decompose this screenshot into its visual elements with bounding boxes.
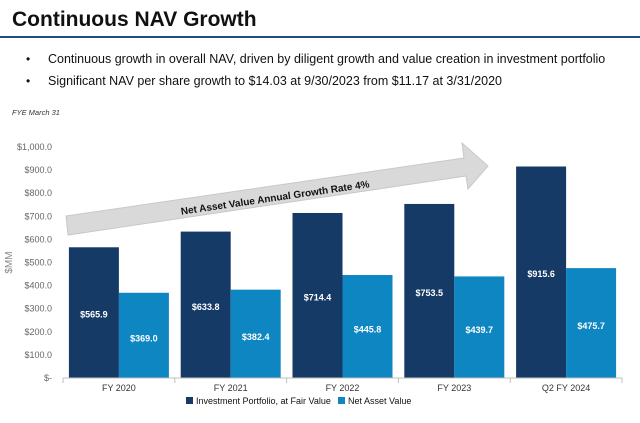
legend-label: Investment Portfolio, at Fair Value [196, 396, 331, 406]
bar-data-label: $915.6 [527, 269, 555, 279]
y-tick-label: $700.0 [24, 211, 52, 221]
bar [292, 212, 343, 378]
growth-arrow [65, 141, 489, 236]
bar-data-label: $714.4 [304, 292, 332, 302]
bar-data-label: $439.7 [466, 325, 494, 335]
bar-data-label: $633.8 [192, 302, 220, 312]
nav-bar-chart: $- $100.0 $200.0 $300.0 $400.0 $500.0 $600.0 $7… [4, 141, 623, 406]
fiscal-year-note: FYE March 31 [12, 108, 60, 117]
bar [566, 268, 617, 378]
bar-data-label: $565.9 [80, 310, 108, 320]
bar-data-label: $382.4 [242, 332, 270, 342]
y-tick-label: $200.0 [24, 327, 52, 337]
y-tick-label: $500.0 [24, 258, 52, 268]
page-title: Continuous NAV Growth [12, 8, 257, 31]
bar-data-label: $369.0 [130, 333, 158, 343]
y-tick-label: $600.0 [24, 234, 52, 244]
bullet-item: • Continuous growth in overall NAV, drive… [26, 48, 605, 70]
bar [342, 275, 393, 378]
y-tick-label: $300.0 [24, 304, 52, 314]
x-tick-label: FY 2022 [326, 383, 360, 393]
bar [454, 276, 505, 378]
y-tick-label: $400.0 [24, 281, 52, 291]
bar [230, 289, 281, 378]
bullet-item: • Significant NAV per share growth to $14… [26, 70, 605, 92]
bar-data-label: $475.7 [577, 321, 605, 331]
title-divider [0, 36, 640, 38]
bar [180, 231, 231, 378]
y-tick-label: $800.0 [24, 188, 52, 198]
bar [118, 292, 169, 378]
bullet-marker: • [26, 52, 31, 66]
bar [516, 166, 567, 378]
bar [404, 203, 455, 378]
x-tick-label: FY 2020 [102, 383, 136, 393]
bar-data-label: $445.8 [354, 325, 382, 335]
x-tick-label: FY 2021 [214, 383, 248, 393]
bullet-text: Continuous growth in overall NAV, driven… [48, 52, 606, 66]
legend-swatch [186, 397, 193, 404]
bar [68, 247, 119, 378]
x-tick-label: Q2 FY 2024 [542, 383, 590, 393]
y-tick-label: $100.0 [24, 350, 52, 360]
legend-label: Net Asset Value [348, 396, 411, 406]
bullet-list: • Continuous growth in overall NAV, drive… [26, 48, 605, 92]
y-axis-title: $MM [4, 251, 15, 273]
y-tick-label: $- [44, 373, 52, 383]
y-tick-label: $1,000.0 [17, 142, 52, 152]
bullet-text: Significant NAV per share growth to $14.… [48, 74, 503, 88]
legend-swatch [338, 397, 345, 404]
bullet-marker: • [26, 74, 31, 88]
bar-data-label: $753.5 [416, 288, 444, 298]
x-tick-label: FY 2023 [437, 383, 471, 393]
y-tick-label: $900.0 [24, 165, 52, 175]
